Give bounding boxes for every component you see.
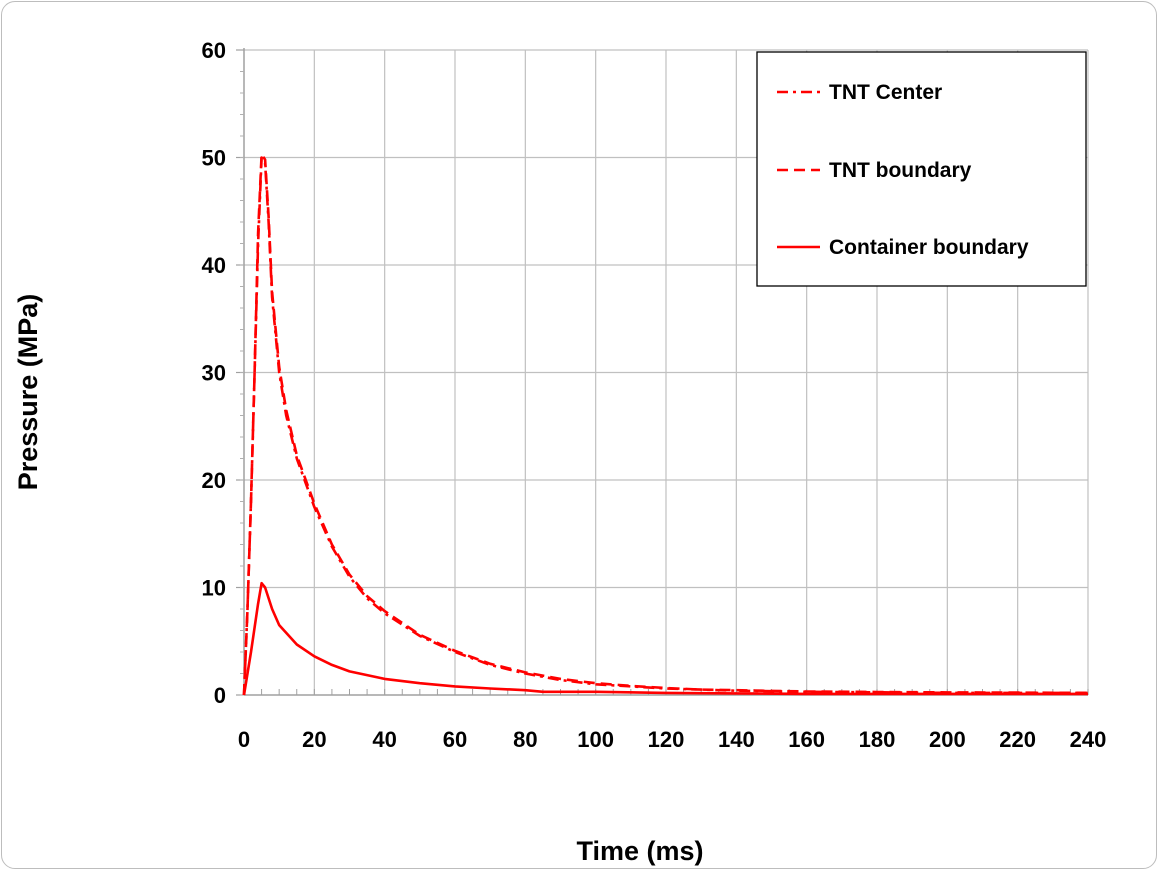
series-line-container-boundary: [242, 581, 1088, 696]
series-line-tnt-boundary: [242, 153, 1089, 696]
x-tick-label: 160: [788, 727, 825, 752]
y-tick-label: 60: [202, 38, 226, 63]
y-tick-label: 40: [202, 253, 226, 278]
y-tick-labels: 0 10 20 30 40 50 60: [202, 38, 226, 708]
x-tick-labels: 0 20 40 60 80 100 120 140 160 180 200 220 240: [238, 727, 1106, 752]
legend-label-tnt-center: TNT Center: [829, 81, 942, 104]
legend-label-tnt-boundary: TNT boundary: [829, 159, 972, 182]
x-axis-title: Time (ms): [576, 836, 703, 866]
x-tick-label: 100: [577, 727, 614, 752]
x-tick-label: 60: [443, 727, 467, 752]
y-tick-label: 10: [202, 576, 226, 601]
x-tick-label: 0: [238, 727, 250, 752]
x-tick-label: 120: [648, 727, 685, 752]
x-tick-label: 40: [372, 727, 396, 752]
series-line-tnt-center: [242, 156, 1088, 696]
y-tick-label: 50: [202, 146, 226, 171]
y-tick-label: 20: [202, 468, 226, 493]
x-tick-label: 20: [302, 727, 326, 752]
series-lines: [242, 153, 1089, 696]
x-tick-label: 180: [859, 727, 896, 752]
y-tick-label: 30: [202, 361, 226, 386]
legend-label-container-boundary: Container boundary: [829, 236, 1029, 259]
y-axis-title: Pressure (MPa): [13, 294, 43, 491]
x-tick-label: 80: [513, 727, 537, 752]
x-tick-label: 140: [718, 727, 755, 752]
x-tick-label: 240: [1070, 727, 1107, 752]
x-tick-label: 220: [999, 727, 1036, 752]
x-tick-label: 200: [929, 727, 966, 752]
y-tick-label: 0: [214, 683, 226, 708]
legend: TNT Center TNT boundary Container bounda…: [756, 51, 1087, 287]
